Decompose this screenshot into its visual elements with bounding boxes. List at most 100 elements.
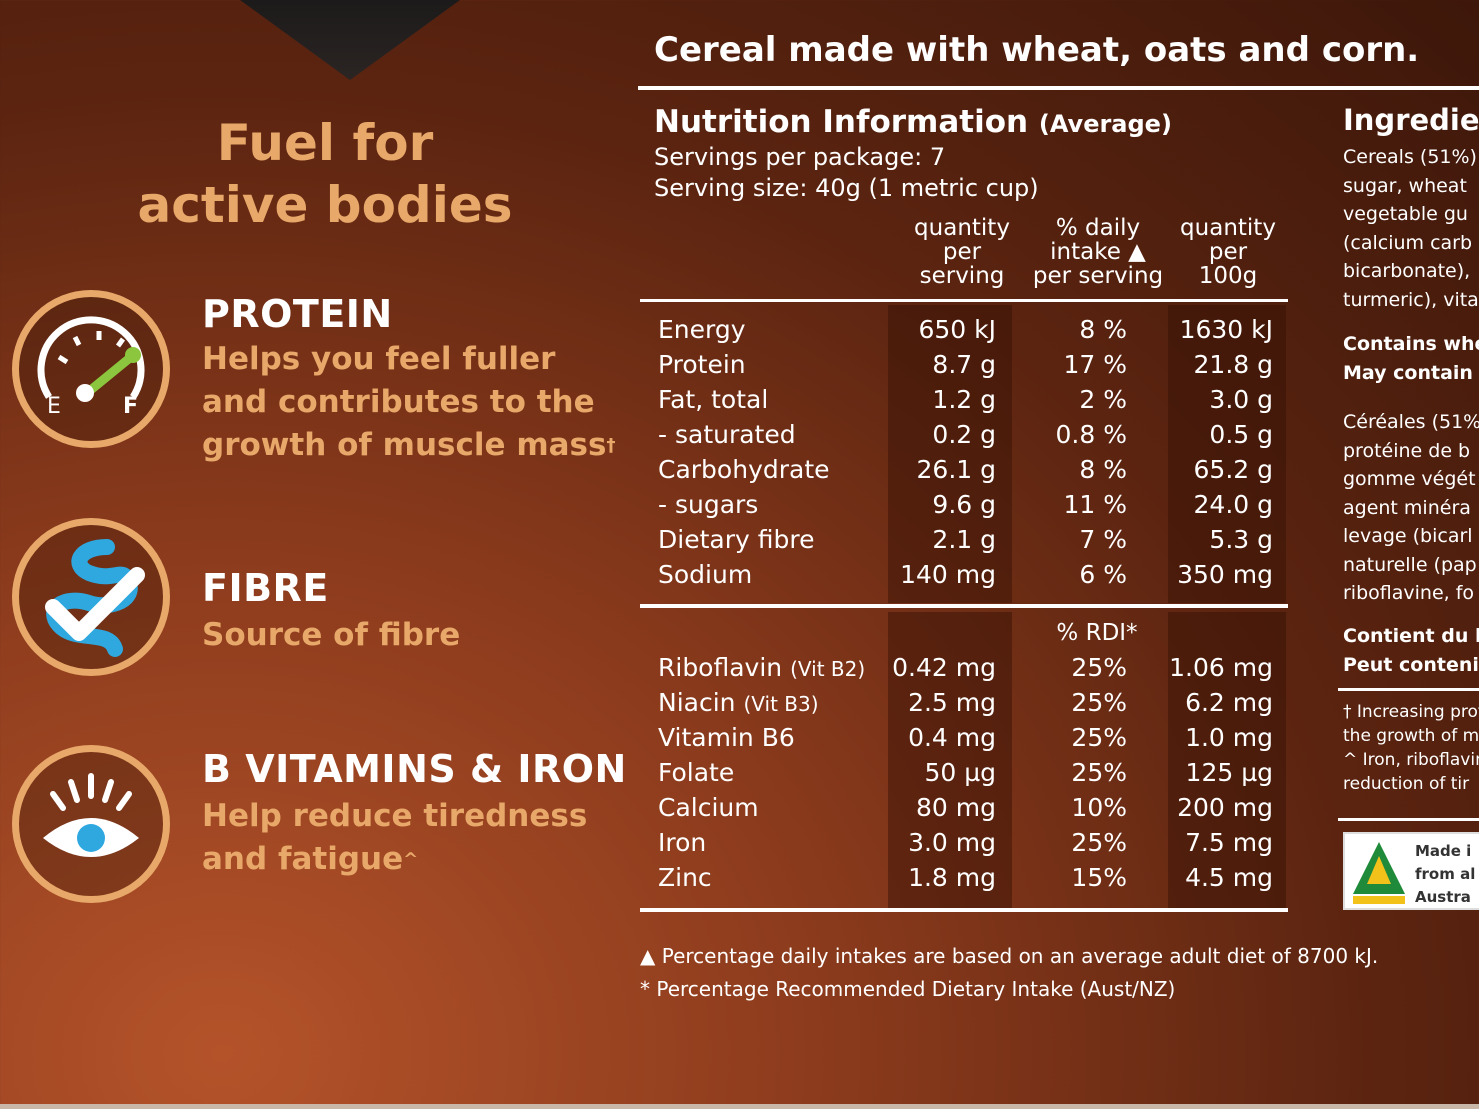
col-head-serving: quantity per serving: [914, 215, 1010, 289]
vitamin-label: Folate: [658, 758, 735, 787]
nutrient-label: - sugars: [658, 490, 759, 519]
fuel-gauge-icon: E F: [12, 290, 170, 448]
vitamin-label: Riboflavin (Vit B2): [658, 653, 866, 682]
nutrient-serving: 26.1 g: [916, 455, 996, 484]
rdi-head: % RDI*: [1056, 620, 1138, 646]
servings-per-package: Servings per package: 7: [654, 143, 946, 171]
vitamin-rdi: 25%: [1071, 688, 1127, 717]
divider: [638, 86, 1479, 90]
vitamin-per-100g: 7.5 mg: [1185, 828, 1273, 857]
vitamin-label: Zinc: [658, 863, 712, 892]
nutrient-daily-intake: 7 %: [1079, 525, 1127, 554]
vitamin-per-100g: 4.5 mg: [1185, 863, 1273, 892]
kangaroo-triangle-icon: [1353, 842, 1405, 904]
claim-notes: † Increasing prote the growth of m ^ Iro…: [1343, 702, 1479, 794]
nutrient-label: Dietary fibre: [658, 525, 815, 554]
cereal-heading: Cereal made with wheat, oats and corn.: [654, 30, 1420, 70]
footnote-rdi: * Percentage Recommended Dietary Intake …: [640, 977, 1176, 1001]
nutrient-per-100g: 24.0 g: [1193, 490, 1273, 519]
divider: [640, 299, 1288, 302]
nutrient-serving: 2.1 g: [932, 525, 996, 554]
benefit-heading: B VITAMINS & IRON: [202, 747, 627, 791]
column-band: [888, 305, 1012, 603]
nutrient-label: Fat, total: [658, 385, 769, 414]
nutrient-label: - saturated: [658, 420, 796, 449]
vitamin-rdi: 25%: [1071, 723, 1127, 752]
ingredients-text: Cereals (51%) sugar, wheat vegetable gu …: [1343, 146, 1479, 311]
nutrient-serving: 9.6 g: [932, 490, 996, 519]
vitamin-label: Niacin (Vit B3): [658, 688, 819, 717]
nutrient-per-100g: 65.2 g: [1193, 455, 1273, 484]
vitamin-label: Iron: [658, 828, 707, 857]
vitamin-serving: 50 µg: [924, 758, 996, 787]
vitamin-serving: 0.42 mg: [892, 653, 996, 682]
benefit-text: Source of fibre: [202, 617, 461, 653]
nutrient-daily-intake: 11 %: [1063, 490, 1127, 519]
nutrient-per-100g: 350 mg: [1177, 560, 1273, 589]
nutrient-label: Sodium: [658, 560, 753, 589]
divider: [1306, 86, 1310, 88]
top-notch-decoration: [240, 0, 460, 80]
vitamin-serving: 2.5 mg: [908, 688, 996, 717]
col-head-per-100g: quantity per 100g: [1180, 215, 1276, 289]
column-band: [888, 612, 1012, 908]
divider: [1338, 688, 1479, 691]
nutrient-serving: 1.2 g: [932, 385, 996, 414]
vitamin-rdi: 25%: [1071, 758, 1127, 787]
nutrient-per-100g: 5.3 g: [1209, 525, 1273, 554]
vitamin-per-100g: 125 µg: [1185, 758, 1273, 787]
vitamin-rdi: 10%: [1071, 793, 1127, 822]
nutrient-per-100g: 1630 kJ: [1179, 315, 1273, 344]
vitamin-per-100g: 1.06 mg: [1169, 653, 1273, 682]
benefit-text: Helps you feel fuller and contributes to…: [202, 341, 616, 463]
made-in-australia-badge: Made i from al Austra: [1343, 832, 1479, 910]
ingredients-title: Ingredier: [1343, 103, 1479, 137]
vitamin-serving: 1.8 mg: [908, 863, 996, 892]
vitamin-label: Vitamin B6: [658, 723, 795, 752]
nutrient-daily-intake: 6 %: [1079, 560, 1127, 589]
nutrient-per-100g: 0.5 g: [1209, 420, 1273, 449]
divider: [640, 908, 1288, 912]
nutrient-per-100g: 21.8 g: [1193, 350, 1273, 379]
nutrient-label: Protein: [658, 350, 746, 379]
svg-text:E: E: [47, 394, 61, 419]
nutrient-daily-intake: 8 %: [1079, 315, 1127, 344]
vitamin-rdi: 25%: [1071, 653, 1127, 682]
col-head-daily-intake: % daily intake ▲ per serving: [1032, 215, 1164, 289]
nutrient-serving: 8.7 g: [932, 350, 996, 379]
benefit-heading: FIBRE: [202, 566, 329, 610]
column-band: [1168, 305, 1286, 603]
nutrient-serving: 140 mg: [900, 560, 996, 589]
divider: [1338, 818, 1479, 821]
vitamin-per-100g: 1.0 mg: [1185, 723, 1273, 752]
footnote-daily-intake: ▲ Percentage daily intakes are based on …: [640, 944, 1379, 968]
nutrient-label: Carbohydrate: [658, 455, 830, 484]
vitamin-per-100g: 200 mg: [1177, 793, 1273, 822]
vitamin-per-100g: 6.2 mg: [1185, 688, 1273, 717]
nutrient-daily-intake: 17 %: [1063, 350, 1127, 379]
eye-icon: [12, 745, 170, 903]
nutrient-serving: 0.2 g: [932, 420, 996, 449]
column-band: [1168, 612, 1286, 908]
allergen-statement-french: Contient du b Peut contenir: [1343, 625, 1479, 676]
nutrient-label: Energy: [658, 315, 746, 344]
vitamin-rdi: 15%: [1071, 863, 1127, 892]
svg-text:F: F: [123, 394, 138, 419]
allergen-statement: Contains whe May contain: [1343, 333, 1479, 384]
bottom-edge: [0, 1104, 1479, 1109]
nutrient-per-100g: 3.0 g: [1209, 385, 1273, 414]
benefit-heading: PROTEIN: [202, 292, 393, 336]
vitamin-label: Calcium: [658, 793, 759, 822]
ingredients-french: Céréales (51% protéine de b gomme végét …: [1343, 411, 1479, 604]
nutrient-daily-intake: 2 %: [1079, 385, 1127, 414]
nutrition-title: Nutrition Information (Average): [654, 104, 1172, 140]
vitamin-serving: 3.0 mg: [908, 828, 996, 857]
nutrient-daily-intake: 8 %: [1079, 455, 1127, 484]
benefit-text: Help reduce tiredness and fatigue^: [202, 798, 588, 877]
nutrient-daily-intake: 0.8 %: [1055, 420, 1127, 449]
gut-check-icon: [12, 518, 170, 676]
fuel-title: Fuel for active bodies: [137, 114, 513, 234]
vitamin-rdi: 25%: [1071, 828, 1127, 857]
vitamin-serving: 80 mg: [916, 793, 996, 822]
vitamin-serving: 0.4 mg: [908, 723, 996, 752]
